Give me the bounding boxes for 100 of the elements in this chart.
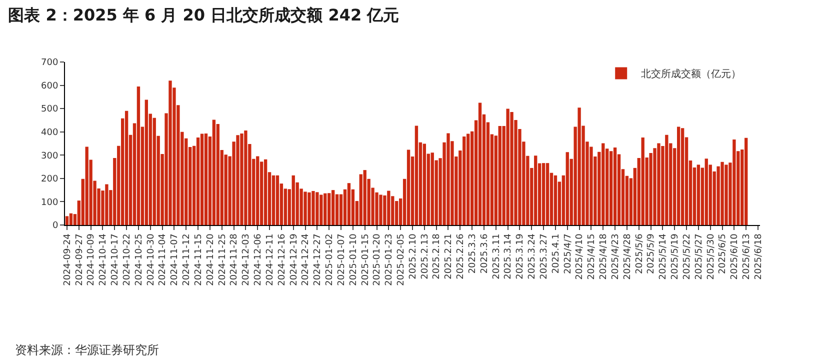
y-tick-label: 400 [41,128,58,138]
text: 资料来源：华源证券研究所 [15,343,159,357]
x-tick-label: 2025/5/22 [682,234,692,280]
bar [720,162,724,225]
x-tick-label: 2024-12-27 [313,234,324,286]
bar [696,164,700,225]
x-tick-label: 2025/5/27 [694,234,704,280]
bar [609,151,613,225]
x-tick-label: 2025.2.21 [444,234,454,280]
x-tick-label: 2025-01-10 [348,233,359,286]
x-tick-label: 2025-01-07 [336,234,347,286]
bar [204,133,208,225]
bar [602,143,605,225]
bar [534,156,538,225]
bar [744,138,748,225]
bar [124,110,128,225]
bar [69,213,73,225]
y-tick-label: 700 [41,58,58,68]
bar [244,130,248,225]
bar [65,216,69,225]
bar [554,175,558,225]
x-tick-label: 2025.3.14 [504,233,514,280]
bar [359,174,362,225]
x-tick-label: 2025.2.13 [420,234,430,280]
x-tick-label: 2025/4/10 [575,233,586,280]
x-tick-label: 2025/5/14 [658,233,669,280]
bar [510,112,514,225]
bar [272,175,276,225]
x-tick-label: 2024-11-04 [158,233,168,286]
bar [308,192,311,225]
x-tick-label: 2024-12-19 [289,233,300,286]
x-tick-label: 2025.3.19 [516,233,526,280]
x-tick-label: 2025.3.24 [528,233,538,280]
x-tick-label: 2024-11-25 [218,234,228,286]
x-tick-label: 2024-12-03 [242,234,252,286]
bar [704,158,708,225]
x-tick-label: 2025/6/10 [730,233,740,280]
x-tick-label: 2024-12-24 [301,233,312,286]
x-tick-label: 2025/6/5 [718,234,728,274]
y-tick-label: 600 [41,81,58,92]
bar [383,195,386,225]
x-tick-label: 2025/5/9 [646,233,657,274]
x-tick-label: 2025/6/13 [742,234,752,280]
bar [641,137,644,225]
x-tick-label: 2025.4.1 [551,234,562,274]
y-tick-label: 200 [41,174,58,185]
bar [292,175,295,225]
bar [542,163,546,225]
x-tick-label: 2024-11-07 [170,234,180,286]
bar [466,134,470,225]
x-tick-label: 2025.3.6 [480,233,490,274]
bar [677,126,680,225]
x-tick-label: 2024-10-25 [134,234,144,286]
x-tick-label: 2024-12-11 [265,234,276,286]
bar [331,190,335,225]
x-tick-label: 2024-12-06 [254,233,264,286]
bar [446,133,450,225]
bar [347,183,351,225]
x-tick-label: 2025/4/18 [599,233,610,280]
x-tick-label: 2025.2.18 [432,233,442,280]
x-tick-label: 2025-01-02 [325,234,336,286]
bar [665,134,668,225]
bar [566,152,569,225]
x-tick-label: 2024-10-22 [122,234,132,286]
bar [613,147,617,225]
bar [85,146,88,225]
bar [414,126,418,225]
x-tick-label: 2024-10-14 [98,233,109,286]
bar [196,137,200,225]
bar [716,166,720,225]
chart-title: 图表 2：2025 年 6 月 20 日北交所成交额 242 亿元 [8,5,400,24]
x-tick-label: 2025.3.3 [468,234,478,274]
x-tick-label: 2024-10-09 [86,233,97,286]
x-tick-label: 2025-01-15 [360,234,371,286]
x-tick-label: 2025/6/18 [754,233,764,280]
x-tick-label: 2025.2.26 [456,233,466,280]
x-tick-label: 2025/5/6 [634,233,645,274]
bar [478,102,482,225]
bar [335,194,339,225]
bar [240,133,244,225]
x-tick-label: 2025-01-20 [372,233,383,286]
bar [422,144,426,225]
bar [724,164,728,225]
bar [144,100,148,225]
x-tick-label: 2024-11-12 [182,234,192,286]
bar [212,120,216,225]
bar [236,135,240,225]
bar [498,126,502,225]
bar [379,194,382,225]
bar [264,159,268,225]
x-tick-label: 2025/4/23 [610,234,621,280]
x-tick-label: 2024-12-16 [277,233,288,286]
x-tick-label: 2025/5/19 [670,233,681,280]
bar [316,192,319,225]
bar [276,175,280,225]
y-tick-label: 300 [41,151,58,162]
bar [324,193,327,225]
bar [256,156,260,225]
x-tick-label: 2025.3.27 [539,234,550,280]
bar [200,134,204,225]
